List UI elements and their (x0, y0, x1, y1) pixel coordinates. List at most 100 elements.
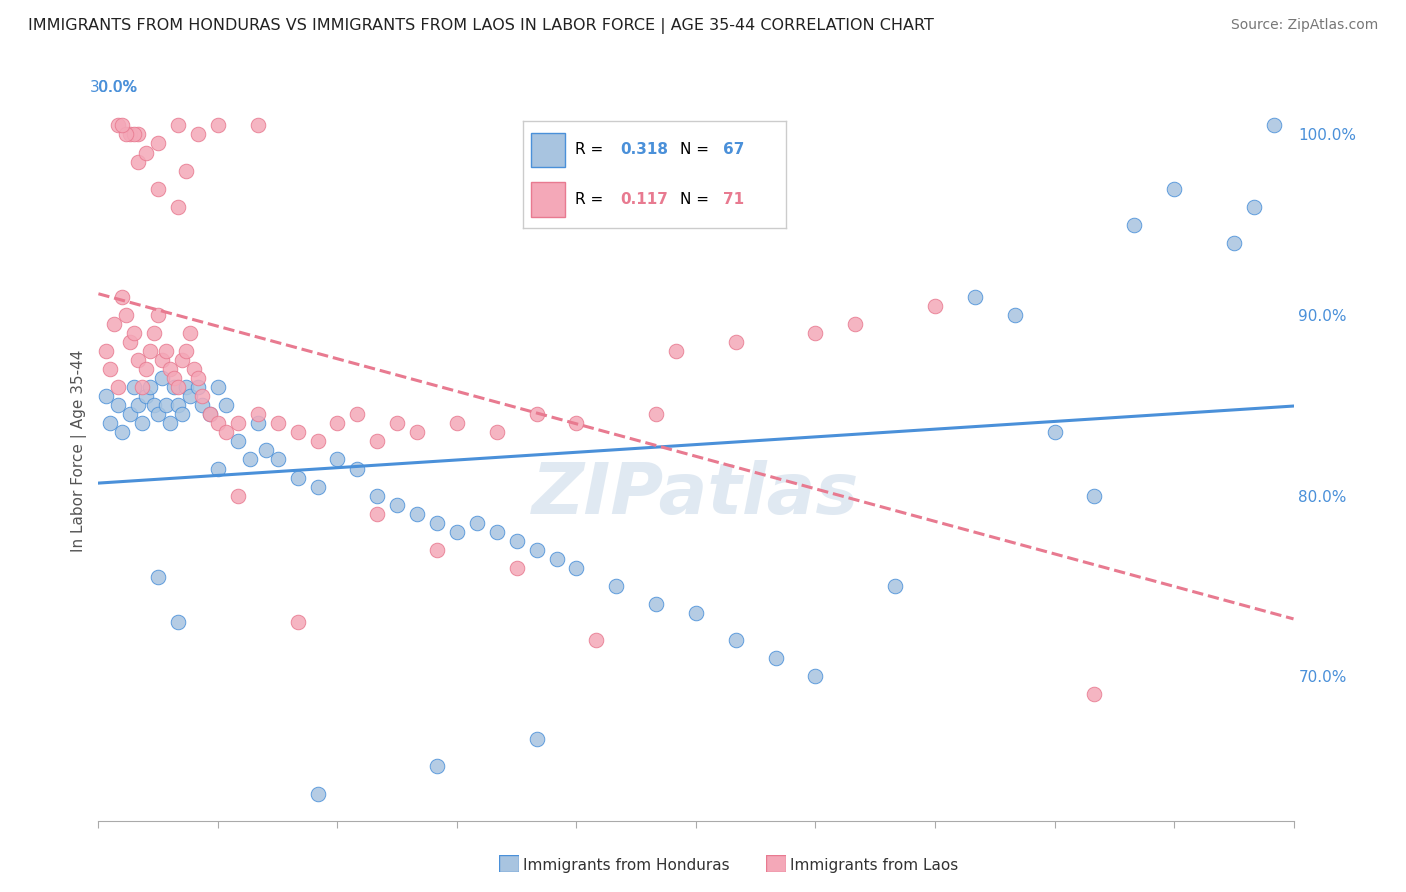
Point (465, 516, 488, 530)
Point (207, 417, 229, 431)
Point (172, 408, 194, 422)
Point (406, 507, 429, 521)
Point (191, 398, 214, 412)
Point (172, 353, 194, 368)
Point (179, 389, 201, 403)
Point (103, 317, 125, 331)
Point (96, 344, 118, 359)
Point (326, 417, 349, 431)
Point (485, 524, 508, 539)
Point (179, 326, 201, 340)
Point (111, 425, 134, 440)
Point (246, 408, 269, 422)
Point (565, 417, 588, 431)
Point (246, 417, 269, 431)
Point (107, 380, 129, 394)
Point (135, 145, 157, 160)
Point (183, 362, 205, 376)
Point (1123, 218, 1146, 232)
Point (254, 443, 277, 458)
Point (127, 353, 149, 368)
Point (150, 353, 173, 368)
Point (1223, 235, 1246, 250)
Point (287, 615, 309, 629)
Point (426, 516, 449, 530)
Point (135, 389, 157, 403)
Point (326, 452, 349, 467)
Point (526, 408, 548, 422)
Point (167, 615, 190, 629)
Point (115, 308, 138, 322)
Point (127, 128, 149, 142)
Point (139, 344, 162, 359)
Text: 0.0%: 0.0% (98, 80, 138, 95)
Point (1083, 489, 1105, 503)
Point (346, 461, 368, 475)
Point (174, 344, 197, 359)
Point (765, 651, 787, 665)
Point (565, 561, 588, 575)
Point (148, 136, 170, 151)
Point (215, 425, 238, 440)
Point (844, 317, 866, 331)
Point (131, 380, 153, 394)
Point (143, 398, 166, 412)
Point (804, 669, 827, 683)
Point (98, 417, 122, 431)
Point (506, 533, 529, 548)
Point (605, 579, 627, 593)
Point (198, 408, 221, 422)
Point (127, 154, 149, 169)
Point (207, 380, 229, 394)
Text: Immigrants from Laos: Immigrants from Laos (790, 858, 959, 872)
Point (107, 398, 129, 412)
Point (226, 434, 249, 449)
Point (115, 128, 138, 142)
Point (884, 579, 907, 593)
Point (174, 380, 197, 394)
Text: Source: ZipAtlas.com: Source: ZipAtlas.com (1230, 18, 1378, 32)
Point (207, 461, 229, 475)
Point (107, 119, 129, 133)
Point (174, 163, 197, 178)
Point (1004, 308, 1026, 322)
Point (963, 290, 986, 304)
Point (148, 308, 170, 322)
Point (426, 759, 449, 773)
Point (366, 507, 388, 521)
Point (226, 489, 249, 503)
Point (446, 417, 468, 431)
Point (148, 408, 170, 422)
Point (1163, 181, 1185, 195)
Point (187, 380, 209, 394)
Point (148, 181, 170, 195)
Point (346, 408, 368, 422)
Point (645, 408, 668, 422)
Point (385, 498, 409, 512)
Point (526, 542, 548, 557)
Point (239, 452, 262, 467)
Point (1083, 687, 1105, 701)
Point (139, 380, 162, 394)
Text: Immigrants from Honduras: Immigrants from Honduras (523, 858, 730, 872)
Point (143, 326, 166, 340)
Point (307, 479, 329, 493)
Point (685, 606, 707, 620)
Point (111, 119, 134, 133)
Point (163, 371, 186, 385)
Point (246, 119, 269, 133)
Point (148, 570, 170, 584)
Point (215, 398, 238, 412)
Point (163, 380, 186, 394)
Point (120, 408, 142, 422)
Point (645, 597, 668, 611)
Point (366, 489, 388, 503)
Point (120, 128, 142, 142)
Point (1043, 425, 1066, 440)
Point (307, 787, 329, 801)
Point (207, 119, 229, 133)
Point (167, 398, 190, 412)
Point (155, 344, 177, 359)
Point (167, 380, 190, 394)
Point (135, 362, 157, 376)
